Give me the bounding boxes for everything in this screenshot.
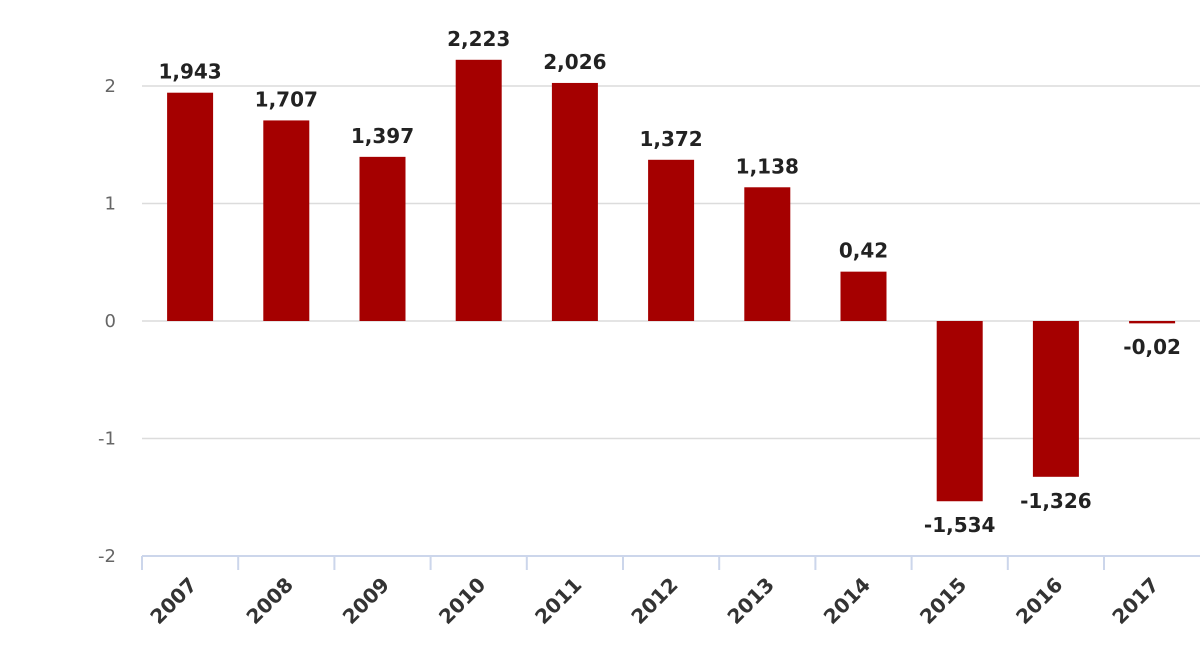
x-tick-label-2011: 2011	[530, 573, 586, 629]
bar-2017	[1129, 321, 1176, 324]
x-tick-label-2013: 2013	[722, 573, 778, 629]
data-label-2010: 2,223	[447, 27, 510, 51]
data-label-2013: 1,138	[736, 154, 799, 178]
bars	[167, 59, 1176, 502]
x-tick-label-2017: 2017	[1107, 573, 1163, 629]
bar-2007	[167, 92, 214, 321]
data-label-2014: 0,42	[839, 239, 888, 263]
data-label-2012: 1,372	[639, 127, 702, 151]
data-label-2017: -0,02	[1123, 335, 1181, 359]
x-tick-label-2012: 2012	[626, 573, 682, 629]
bar-2009	[359, 156, 406, 321]
y-axis: 2 1 0 -1 -2	[98, 76, 116, 567]
y-tick-label: -1	[98, 429, 116, 450]
x-tick-label-2008: 2008	[241, 573, 297, 629]
y-tick-label: 0	[105, 311, 116, 332]
x-tick-label-2009: 2009	[338, 573, 394, 629]
x-tick-label-2014: 2014	[819, 573, 875, 629]
x-axis: 2007 2008 2009 2010 2011 2012 2013 2014 2015 2016…	[141, 555, 1200, 629]
y-tick-label: 1	[105, 194, 116, 215]
data-label-2011: 2,026	[543, 50, 606, 74]
x-tick-label-2015: 2015	[915, 573, 971, 629]
y-tick-label: -2	[98, 546, 116, 567]
bar-2016	[1032, 321, 1079, 477]
data-label-2015: -1,534	[924, 513, 996, 537]
x-tick-label-2016: 2016	[1011, 573, 1067, 629]
bar-2008	[263, 120, 310, 322]
bar-2011	[551, 82, 598, 321]
x-tick-label-2007: 2007	[145, 573, 201, 629]
data-labels: 1,943 1,707 1,397 2,223 2,026 1,372 1,138 0,42 -…	[158, 27, 1180, 537]
bar-2015	[936, 321, 983, 502]
bar-2012	[648, 159, 695, 321]
bar-2010	[455, 59, 502, 322]
x-tick-label-2010: 2010	[434, 573, 490, 629]
data-label-2007: 1,943	[158, 60, 221, 84]
y-tick-label: 2	[105, 76, 116, 97]
bar-2013	[744, 187, 791, 321]
data-label-2016: -1,326	[1020, 489, 1092, 513]
bar-2014	[840, 271, 887, 321]
data-label-2008: 1,707	[255, 87, 318, 111]
data-label-2009: 1,397	[351, 124, 414, 148]
